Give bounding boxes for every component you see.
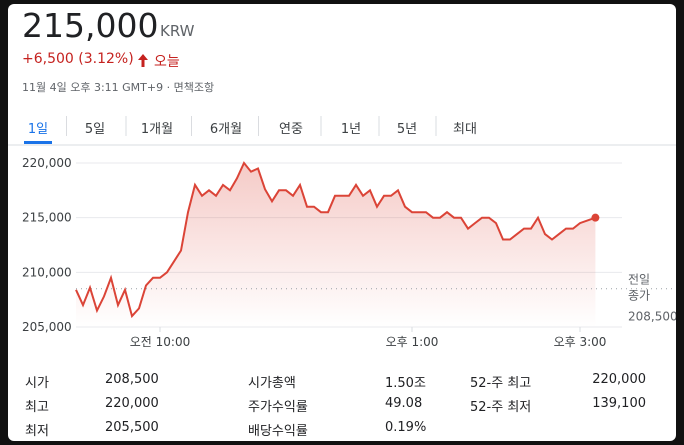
stat-label: 시가: [25, 376, 49, 391]
price-change: +6,500 (3.12%): [22, 51, 134, 67]
stock-panel: 215,000 KRW +6,500 (3.12%) 오늘 11월 4일 오후 …: [8, 4, 676, 441]
stat-label: 최고: [25, 400, 49, 415]
y-tick-label: 205,000: [22, 320, 72, 334]
x-tick-label: 오후 1:00: [386, 335, 439, 349]
tab[interactable]: 최대: [453, 122, 477, 137]
y-tick-label: 210,000: [22, 265, 72, 279]
stat-label: 52-주 최고: [470, 376, 532, 391]
tab[interactable]: 5일: [84, 122, 106, 137]
stat-label: 최저: [25, 424, 49, 439]
stat-value: 220,000: [105, 396, 159, 411]
price: 215,000: [22, 6, 159, 45]
price-line: [75, 161, 596, 319]
stat-value: 208,500: [105, 372, 159, 387]
stat-value: 139,100: [592, 396, 646, 411]
tab[interactable]: 5년: [396, 122, 418, 137]
y-tick-label: 215,000: [22, 211, 72, 225]
tab[interactable]: 1년: [340, 122, 362, 137]
timestamp: 11월 4일 오후 3:11 GMT+9 · 면책조항: [22, 81, 215, 94]
stat-label: 시가총액: [248, 376, 296, 391]
stat-value: 0.19%: [385, 420, 427, 435]
previous-close-title: 전일: [628, 273, 650, 287]
tab[interactable]: 1일: [27, 122, 49, 137]
tab-underline: [24, 141, 52, 144]
area-fill: [76, 163, 596, 327]
tab[interactable]: 연중: [279, 122, 303, 137]
tab[interactable]: 6개월: [209, 122, 243, 137]
stat-label: 배당수익률: [248, 424, 308, 439]
period: 오늘: [154, 54, 180, 70]
x-tick-label: 오후 3:00: [554, 335, 607, 349]
stat-value: 1.50조: [385, 376, 426, 391]
previous-close-value: 208,500: [628, 310, 676, 324]
previous-close-title: 종가: [628, 289, 650, 303]
stat-label: 52-주 최저: [470, 400, 532, 415]
tab[interactable]: 1개월: [140, 122, 174, 137]
stat-value: 205,500: [105, 420, 159, 435]
stat-value: 220,000: [592, 372, 646, 387]
last-point: [591, 213, 600, 222]
x-tick-label: 오전 10:00: [130, 335, 190, 349]
stat-value: 49.08: [385, 396, 423, 411]
y-tick-label: 220,000: [22, 156, 72, 170]
chart: 220,000 215,000 210,000 205,000 오전 10:00 오후 1…: [8, 116, 676, 349]
up-arrow: [138, 54, 148, 67]
currency: KRW: [160, 22, 195, 40]
stat-label: 주가수익률: [248, 400, 308, 415]
